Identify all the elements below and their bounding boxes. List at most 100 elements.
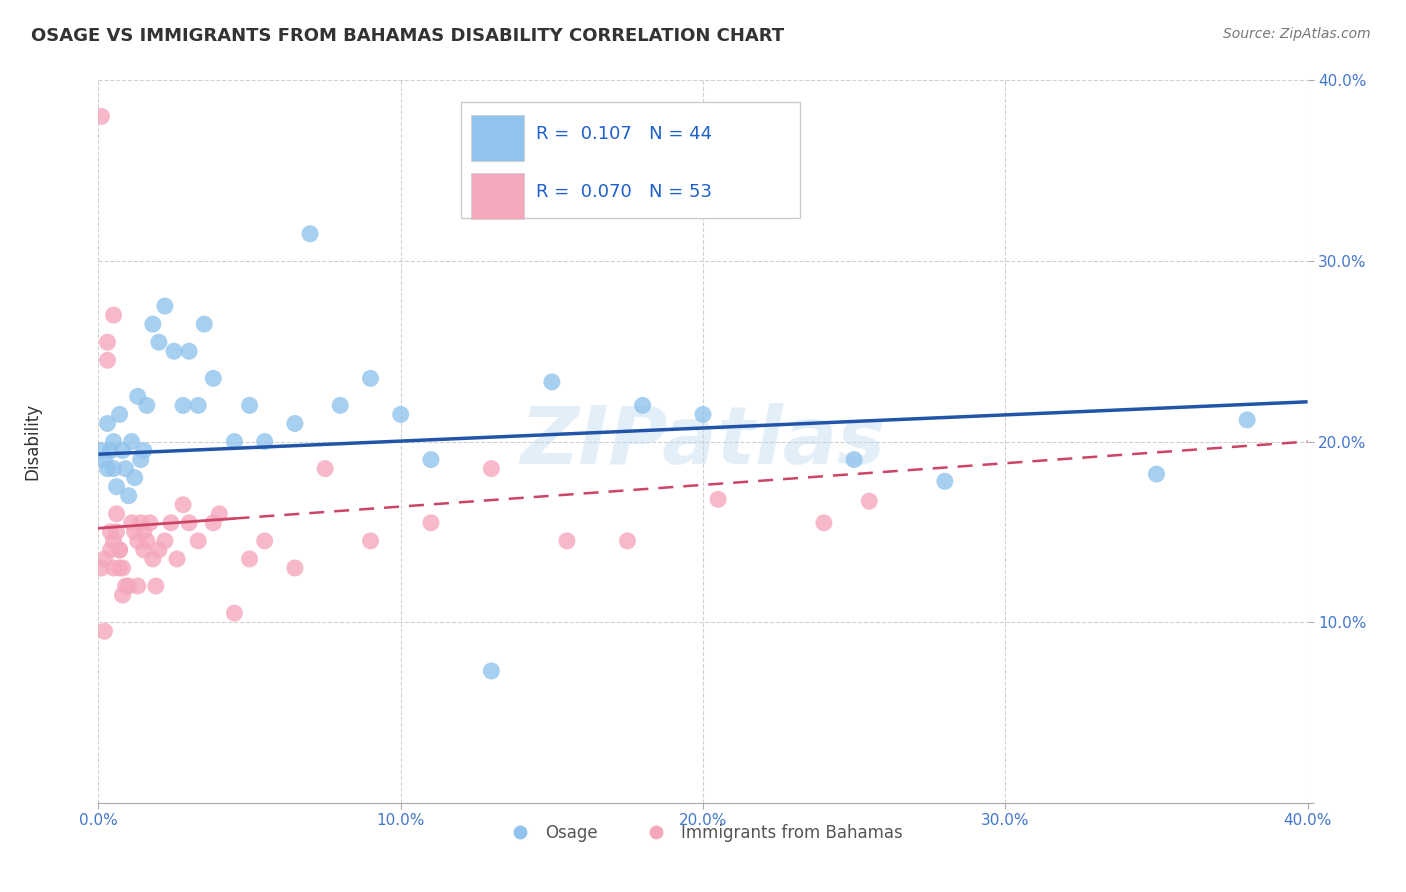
- Point: [103, 308, 125, 322]
- Point: [132, 542, 155, 557]
- Point: [239, 398, 262, 412]
- Point: [616, 533, 638, 548]
- Point: [160, 516, 183, 530]
- Point: [224, 434, 246, 449]
- Point: [142, 317, 165, 331]
- Point: [114, 579, 136, 593]
- Point: [118, 489, 141, 503]
- Point: [100, 524, 122, 539]
- Point: [1236, 413, 1258, 427]
- Point: [187, 398, 209, 412]
- Point: [481, 461, 503, 475]
- Point: [253, 533, 276, 548]
- Point: [108, 408, 131, 422]
- Point: [103, 461, 125, 475]
- Point: [100, 542, 122, 557]
- Point: [132, 524, 155, 539]
- Point: [129, 452, 152, 467]
- Point: [111, 561, 134, 575]
- Point: [707, 492, 730, 507]
- Text: OSAGE VS IMMIGRANTS FROM BAHAMAS DISABILITY CORRELATION CHART: OSAGE VS IMMIGRANTS FROM BAHAMAS DISABIL…: [31, 27, 785, 45]
- Point: [208, 507, 231, 521]
- Point: [163, 344, 186, 359]
- Point: [202, 371, 225, 385]
- Point: [253, 434, 276, 449]
- Point: [329, 398, 352, 412]
- FancyBboxPatch shape: [471, 173, 524, 219]
- Point: [90, 443, 112, 458]
- Text: Disability: Disability: [22, 403, 41, 480]
- Point: [93, 452, 115, 467]
- Point: [224, 606, 246, 620]
- Point: [105, 524, 128, 539]
- Point: [153, 299, 176, 313]
- Point: [96, 461, 118, 475]
- Point: [129, 516, 152, 530]
- Point: [114, 461, 136, 475]
- Point: [172, 498, 194, 512]
- Point: [299, 227, 322, 241]
- Point: [111, 588, 134, 602]
- Point: [108, 561, 131, 575]
- Point: [103, 561, 125, 575]
- Point: [389, 408, 412, 422]
- Text: ZIPatlas: ZIPatlas: [520, 402, 886, 481]
- FancyBboxPatch shape: [471, 115, 524, 161]
- Point: [108, 542, 131, 557]
- Point: [93, 624, 115, 639]
- Point: [103, 533, 125, 548]
- Point: [934, 475, 956, 489]
- Text: R =  0.107   N = 44: R = 0.107 N = 44: [536, 125, 713, 144]
- Point: [631, 398, 654, 412]
- Point: [139, 516, 162, 530]
- Point: [555, 533, 578, 548]
- Point: [148, 542, 170, 557]
- Point: [481, 664, 503, 678]
- Point: [145, 579, 167, 593]
- Point: [148, 335, 170, 350]
- Point: [127, 389, 149, 403]
- Point: [692, 408, 714, 422]
- Point: [239, 552, 262, 566]
- Point: [360, 371, 382, 385]
- Point: [121, 434, 143, 449]
- Point: [135, 398, 157, 412]
- Point: [193, 317, 215, 331]
- Point: [105, 480, 128, 494]
- Point: [135, 533, 157, 548]
- Point: [105, 507, 128, 521]
- Point: [121, 516, 143, 530]
- FancyBboxPatch shape: [461, 102, 800, 218]
- Point: [93, 552, 115, 566]
- Point: [360, 533, 382, 548]
- Point: [127, 579, 149, 593]
- Point: [540, 375, 562, 389]
- Point: [420, 452, 443, 467]
- Point: [284, 417, 307, 431]
- Point: [166, 552, 188, 566]
- Point: [118, 579, 141, 593]
- Legend: Osage, Immigrants from Bahamas: Osage, Immigrants from Bahamas: [496, 817, 910, 848]
- Point: [284, 561, 307, 575]
- Text: Source: ZipAtlas.com: Source: ZipAtlas.com: [1223, 27, 1371, 41]
- Point: [132, 443, 155, 458]
- Point: [124, 471, 146, 485]
- Point: [1144, 467, 1167, 481]
- Text: R =  0.070   N = 53: R = 0.070 N = 53: [536, 183, 711, 201]
- Point: [202, 516, 225, 530]
- Point: [844, 452, 866, 467]
- Point: [179, 344, 201, 359]
- Point: [103, 434, 125, 449]
- Point: [96, 335, 118, 350]
- Point: [142, 552, 165, 566]
- Point: [108, 542, 131, 557]
- Point: [153, 533, 176, 548]
- Point: [420, 516, 443, 530]
- Point: [179, 516, 201, 530]
- Point: [813, 516, 835, 530]
- Point: [172, 398, 194, 412]
- Point: [858, 494, 880, 508]
- Point: [187, 533, 209, 548]
- Point: [96, 417, 118, 431]
- Point: [314, 461, 336, 475]
